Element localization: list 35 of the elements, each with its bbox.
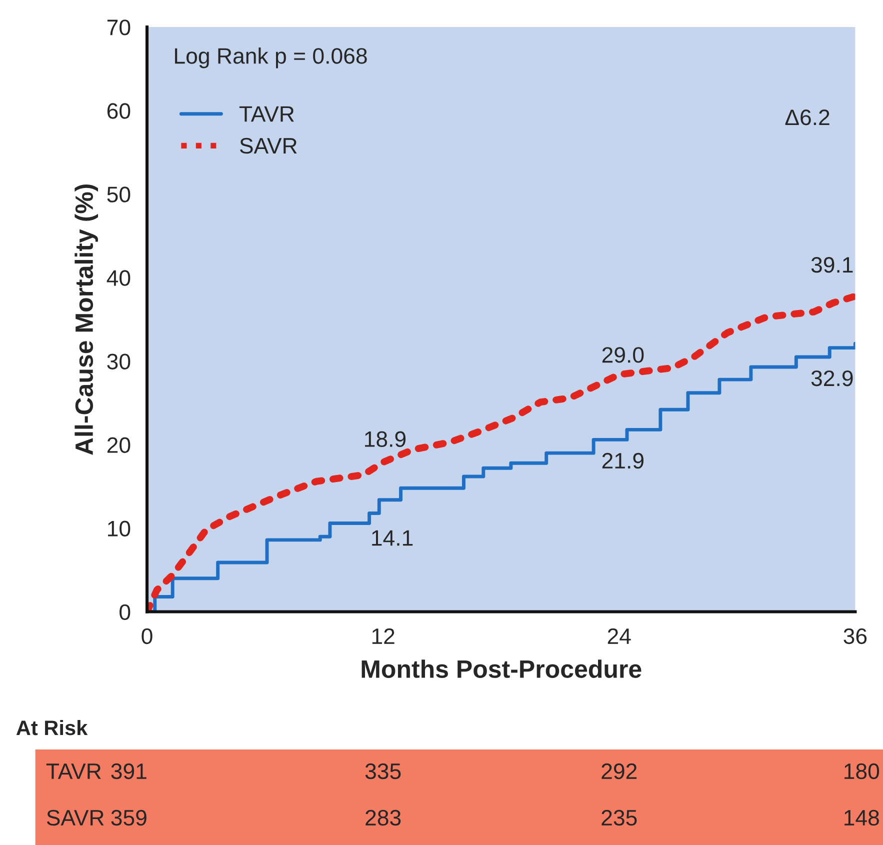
y-tick-label: 0 (120, 604, 130, 620)
annotation: 18.9 (365, 431, 406, 447)
text: 180 (844, 763, 880, 780)
x-tick-label: 36 (844, 628, 867, 644)
y-tick-label: 20 (107, 437, 130, 453)
y-tick-label: 10 (108, 520, 130, 537)
text: 391 (111, 763, 146, 780)
x-tick-label: 24 (608, 628, 631, 644)
annotation: 29.0 (602, 347, 644, 363)
y-tick-label: 60 (107, 103, 130, 119)
y-tick-label: 50 (107, 186, 130, 202)
text: At Risk (16, 720, 88, 736)
y-tick-label: 70 (107, 20, 130, 36)
annotation: 21.9 (602, 452, 644, 469)
text: TAVR (46, 764, 101, 779)
text: 148 (844, 810, 879, 826)
x-tick-label: 0 (142, 628, 152, 644)
y-tick-label: 40 (106, 270, 130, 286)
legend-label: SAVR (240, 138, 297, 154)
text: SAVR (46, 810, 104, 826)
x-axis-title: Months Post-Procedure (362, 660, 642, 678)
legend-label: TAVR (239, 106, 294, 122)
text: 359 (111, 810, 146, 826)
text: 235 (602, 810, 637, 826)
text: 335 (365, 763, 401, 780)
y-axis-title: All-Cause Mortality (%) (74, 184, 98, 455)
annotation: Log Rank p = 0.068 (175, 48, 367, 68)
text: 283 (366, 810, 401, 826)
annotation: 32.9 (811, 370, 853, 386)
x-tick-label: 12 (372, 628, 394, 644)
text: 292 (602, 763, 637, 780)
annotation: 14.1 (372, 530, 413, 546)
annotation: Δ6.2 (785, 109, 830, 126)
y-tick-label: 30 (107, 354, 130, 370)
annotation: 39.1 (811, 257, 853, 273)
